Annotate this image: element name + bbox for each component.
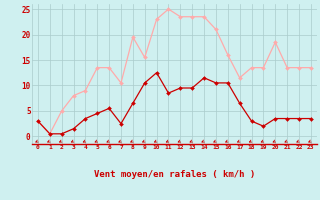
X-axis label: Vent moyen/en rafales ( km/h ): Vent moyen/en rafales ( km/h ) — [94, 170, 255, 179]
